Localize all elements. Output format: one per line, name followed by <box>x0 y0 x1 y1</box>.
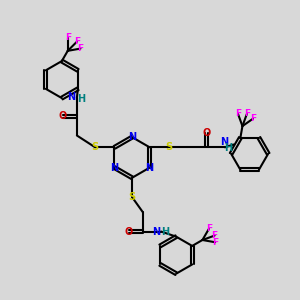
Text: O: O <box>125 226 133 236</box>
Text: N: N <box>128 132 136 142</box>
Text: H: H <box>224 143 232 153</box>
Text: H: H <box>160 227 169 237</box>
Text: N: N <box>110 163 118 172</box>
Text: H: H <box>77 94 86 104</box>
Text: O: O <box>202 128 211 138</box>
Text: O: O <box>59 111 67 121</box>
Text: F: F <box>244 110 250 118</box>
Text: N: N <box>152 226 160 236</box>
Text: F: F <box>212 238 218 247</box>
Text: N: N <box>146 163 154 172</box>
Text: F: F <box>65 33 71 42</box>
Text: S: S <box>128 192 136 202</box>
Text: N: N <box>68 92 76 102</box>
Text: F: F <box>206 224 212 233</box>
Text: F: F <box>212 231 218 240</box>
Text: S: S <box>166 142 172 152</box>
Text: N: N <box>220 137 228 147</box>
Text: S: S <box>92 142 99 152</box>
Text: F: F <box>74 37 80 46</box>
Text: F: F <box>77 44 83 53</box>
Text: F: F <box>250 114 256 123</box>
Text: F: F <box>235 110 241 118</box>
